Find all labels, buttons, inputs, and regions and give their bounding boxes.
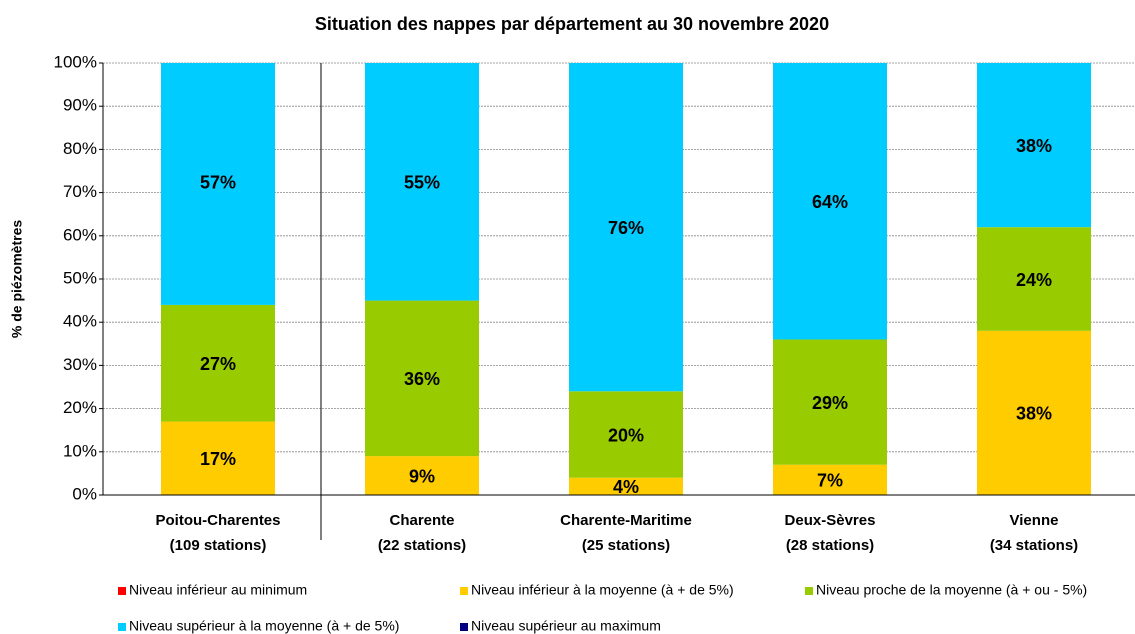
legend-label: Niveau supérieur au maximum xyxy=(471,618,661,634)
data-label: 38% xyxy=(1016,404,1052,424)
x-tick-label: Charente-Maritime xyxy=(560,512,692,529)
bar-segment xyxy=(977,63,1091,228)
data-label: 9% xyxy=(409,466,435,486)
data-label: 76% xyxy=(608,218,644,238)
data-label: 57% xyxy=(200,173,236,193)
x-tick-label: Poitou-Charentes xyxy=(155,512,280,529)
data-label: 29% xyxy=(812,393,848,413)
bar-segment xyxy=(365,63,479,301)
x-tick-label: (22 stations) xyxy=(378,537,466,554)
x-tick-label: Vienne xyxy=(1010,512,1059,529)
data-label: 27% xyxy=(200,354,236,374)
x-tick-label: (34 stations) xyxy=(990,537,1078,554)
legend-swatch xyxy=(118,587,126,595)
data-label: 36% xyxy=(404,369,440,389)
x-tick-label: (25 stations) xyxy=(582,537,670,554)
bar-segment xyxy=(773,464,887,495)
legend-swatch xyxy=(805,587,813,595)
bar-segment xyxy=(161,421,275,495)
x-tick-label: Charente xyxy=(389,512,454,529)
y-tick-label: 50% xyxy=(63,268,97,287)
y-tick-label: 90% xyxy=(63,96,97,115)
data-label: 24% xyxy=(1016,270,1052,290)
legend-label: Niveau supérieur à la moyenne (à + de 5%… xyxy=(129,618,399,634)
y-tick-label: 60% xyxy=(63,225,97,244)
y-tick-label: 20% xyxy=(63,398,97,417)
legend-label: Niveau inférieur à la moyenne (à + de 5%… xyxy=(471,582,734,598)
y-tick-label: 0% xyxy=(72,484,97,503)
y-tick-label: 70% xyxy=(63,182,97,201)
bar-segment xyxy=(365,456,479,495)
data-label: 17% xyxy=(200,449,236,469)
legend-swatch xyxy=(460,623,468,631)
y-tick-label: 80% xyxy=(63,139,97,158)
data-label: 4% xyxy=(613,477,639,497)
y-tick-label: 40% xyxy=(63,312,97,331)
bar-segment xyxy=(977,227,1091,331)
y-tick-label: 30% xyxy=(63,355,97,374)
legend-label: Niveau inférieur au minimum xyxy=(129,582,307,598)
bar-segment xyxy=(161,63,275,305)
data-label: 55% xyxy=(404,173,440,193)
y-tick-label: 10% xyxy=(63,441,97,460)
bar-segment xyxy=(365,300,479,457)
y-tick-label: 100% xyxy=(54,52,97,71)
bar-segment xyxy=(161,304,275,422)
bar-segment xyxy=(773,63,887,340)
data-label: 64% xyxy=(812,192,848,212)
chart-title: Situation des nappes par département au … xyxy=(315,14,829,34)
x-tick-label: Deux-Sèvres xyxy=(785,512,876,529)
x-tick-label: (28 stations) xyxy=(786,537,874,554)
bar-segment xyxy=(569,391,683,478)
bar-segment xyxy=(773,339,887,465)
bar-segment xyxy=(569,63,683,392)
bar-segment xyxy=(977,330,1091,495)
data-label: 20% xyxy=(608,425,644,445)
y-axis-label: % de piézomètres xyxy=(9,220,25,338)
x-tick-label: (109 stations) xyxy=(170,537,267,554)
legend-swatch xyxy=(460,587,468,595)
bar-segment xyxy=(569,477,683,495)
legend-label: Niveau proche de la moyenne (à + ou - 5%… xyxy=(816,582,1087,598)
data-label: 38% xyxy=(1016,136,1052,156)
data-label: 7% xyxy=(817,471,843,491)
legend-swatch xyxy=(118,623,126,631)
